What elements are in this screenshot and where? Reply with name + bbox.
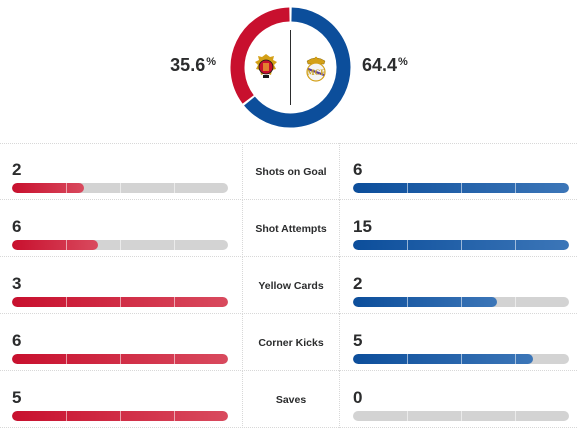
home-stat-bar xyxy=(12,411,228,421)
real-madrid-crest-icon: MCF xyxy=(306,56,326,82)
away-possession-percent: 64.4% xyxy=(362,55,408,76)
home-possession-value: 35.6 xyxy=(170,55,206,75)
rcd-mallorca-crest-icon xyxy=(255,54,277,78)
away-stat-bar xyxy=(353,411,569,421)
away-percent-symbol: % xyxy=(398,56,408,68)
home-stat-bar xyxy=(12,297,228,307)
away-stat-bar xyxy=(353,354,569,364)
away-stat-value: 6 xyxy=(353,160,363,179)
home-stat-value: 6 xyxy=(12,217,22,236)
home-stat-bar xyxy=(12,183,228,193)
home-possession-percent: 35.6% xyxy=(170,55,216,76)
away-possession-arc xyxy=(244,7,351,128)
home-stat-value: 2 xyxy=(12,160,22,179)
home-stat-value: 3 xyxy=(12,274,22,293)
stat-label: Shots on Goal xyxy=(242,143,340,200)
home-stat-bar-fill xyxy=(12,183,84,193)
away-stat-bar xyxy=(353,183,569,193)
away-stat-value: 2 xyxy=(353,274,363,293)
section-divider xyxy=(0,143,577,144)
team-stats-table: 2 Shots on Goal 6 6 Shot Attempts 15 3 Y… xyxy=(0,143,577,428)
home-stat-bar-fill xyxy=(12,240,99,250)
home-stat-bar xyxy=(12,354,228,364)
home-stat-value: 6 xyxy=(12,331,22,350)
stat-row: 6 Shot Attempts 15 xyxy=(0,200,577,257)
away-possession-value: 64.4 xyxy=(362,55,398,75)
away-stat-value: 0 xyxy=(353,388,363,407)
stat-row: 2 Shots on Goal 6 xyxy=(0,143,577,200)
possession-donut-chart xyxy=(230,7,351,128)
stat-label: Saves xyxy=(242,371,340,428)
stat-row: 3 Yellow Cards 2 xyxy=(0,257,577,314)
away-stat-value: 15 xyxy=(353,217,372,236)
away-stat-bar xyxy=(353,240,569,250)
stat-label: Shot Attempts xyxy=(242,200,340,257)
home-percent-symbol: % xyxy=(206,56,216,68)
away-stat-bar-fill xyxy=(353,297,498,307)
away-stat-value: 5 xyxy=(353,331,363,350)
home-possession-arc xyxy=(230,7,290,104)
stat-label: Yellow Cards xyxy=(242,257,340,314)
stat-label: Corner Kicks xyxy=(242,314,340,371)
home-stat-value: 5 xyxy=(12,388,22,407)
home-stat-bar xyxy=(12,240,228,250)
stat-row: 5 Saves 0 xyxy=(0,371,577,428)
away-stat-bar xyxy=(353,297,569,307)
stat-row: 6 Corner Kicks 5 xyxy=(0,314,577,371)
possession-section: 35.6% MCF 64.4% xyxy=(0,0,577,143)
away-stat-bar-fill xyxy=(353,354,533,364)
svg-text:MCF: MCF xyxy=(307,68,325,77)
